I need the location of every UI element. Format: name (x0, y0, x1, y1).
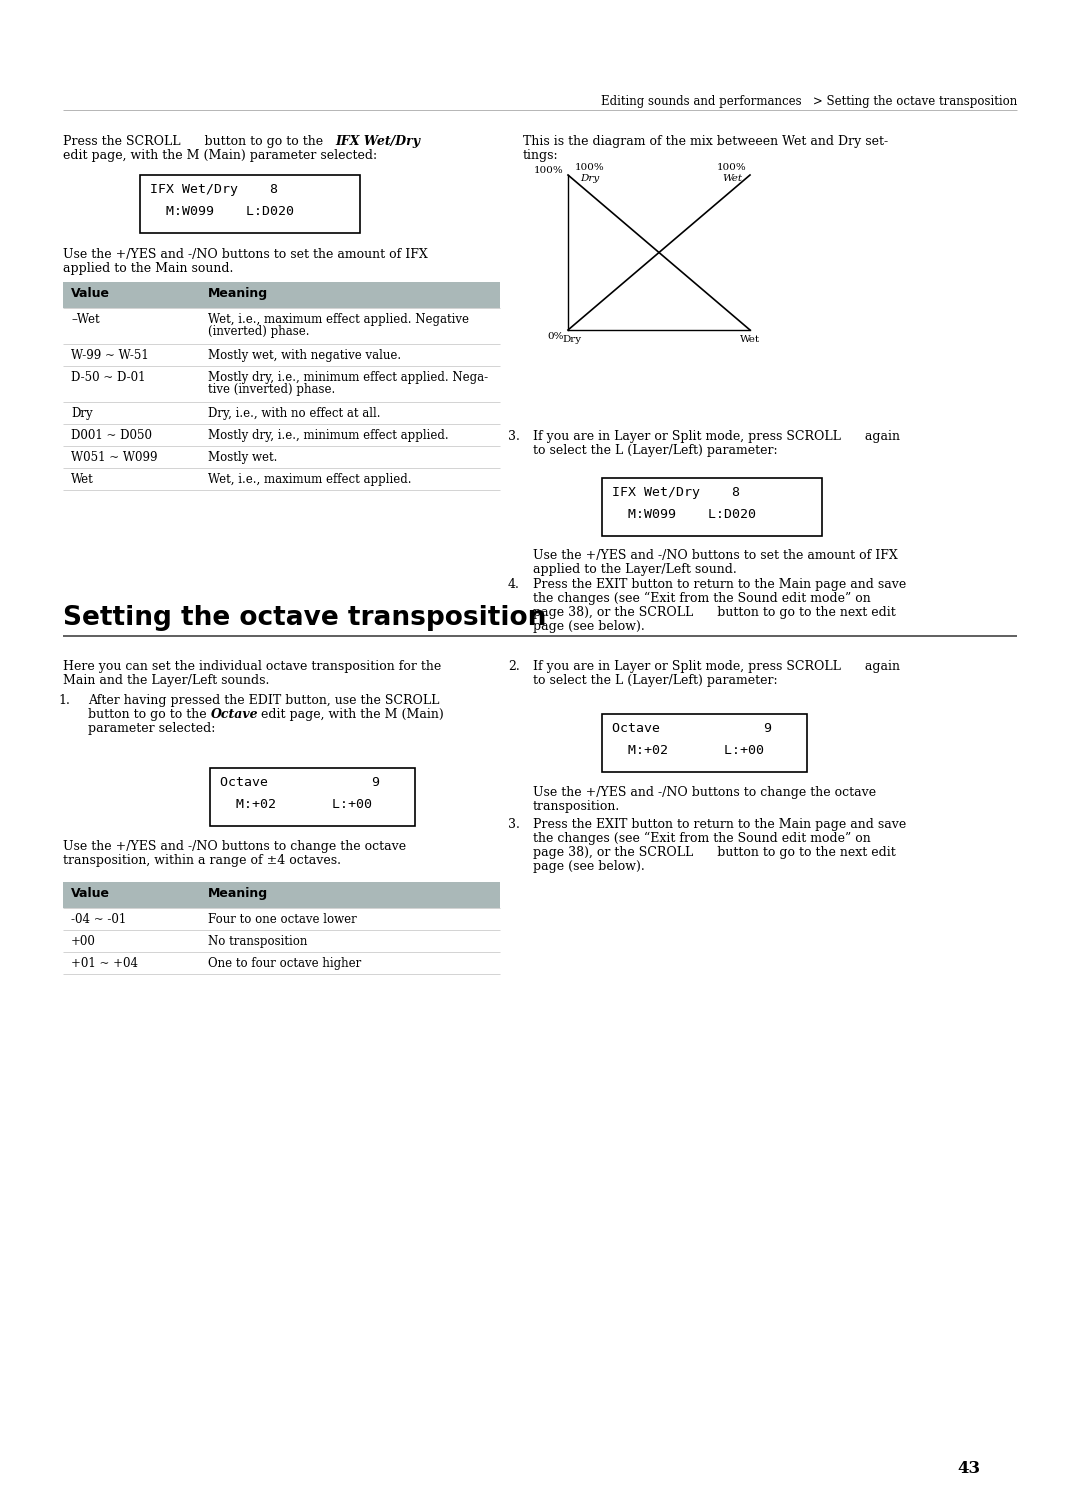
Text: M:+02       L:+00: M:+02 L:+00 (220, 798, 372, 812)
Text: to select the L (Layer/Left) parameter:: to select the L (Layer/Left) parameter: (534, 444, 778, 456)
Text: M:+02       L:+00: M:+02 L:+00 (612, 744, 764, 758)
Text: 2.: 2. (508, 660, 519, 673)
Text: Press the EXIT button to return to the Main page and save: Press the EXIT button to return to the M… (534, 578, 906, 590)
Text: Use the +/YES and -/NO buttons to set the amount of IFX: Use the +/YES and -/NO buttons to set th… (63, 248, 428, 261)
Text: W-99 ~ W-51: W-99 ~ W-51 (71, 349, 149, 361)
Text: Meaning: Meaning (208, 288, 268, 300)
Text: the changes (see “Exit from the Sound edit mode” on: the changes (see “Exit from the Sound ed… (534, 592, 870, 605)
Text: page (see below).: page (see below). (534, 620, 645, 633)
Text: Mostly wet, with negative value.: Mostly wet, with negative value. (208, 349, 401, 361)
Text: Main and the Layer/Left sounds.: Main and the Layer/Left sounds. (63, 675, 269, 687)
Text: Octave             9: Octave 9 (612, 721, 772, 735)
Text: 3.: 3. (508, 818, 519, 831)
Text: edit page, with the M (Main): edit page, with the M (Main) (257, 708, 444, 721)
Text: Dry: Dry (563, 334, 581, 343)
Text: IFX Wet/Dry: IFX Wet/Dry (335, 136, 420, 148)
Text: IFX Wet/Dry    8: IFX Wet/Dry 8 (150, 184, 278, 196)
Text: If you are in Layer or Split mode, press SCROLL      again: If you are in Layer or Split mode, press… (534, 660, 900, 673)
Text: M:W099    L:D020: M:W099 L:D020 (150, 205, 294, 218)
Bar (63, 883, 500, 908)
Text: Dry: Dry (71, 407, 93, 420)
Text: D-50 ~ D-01: D-50 ~ D-01 (71, 370, 146, 384)
Text: Mostly dry, i.e., minimum effect applied.: Mostly dry, i.e., minimum effect applied… (208, 429, 448, 441)
Text: Wet: Wet (71, 473, 94, 486)
Text: tive (inverted) phase.: tive (inverted) phase. (208, 383, 335, 396)
Text: 3.: 3. (508, 431, 519, 443)
Text: IFX Wet/Dry    8: IFX Wet/Dry 8 (612, 486, 740, 498)
Text: Dry, i.e., with no effect at all.: Dry, i.e., with no effect at all. (208, 407, 380, 420)
Text: W051 ~ W099: W051 ~ W099 (71, 450, 158, 464)
Text: Editing sounds and performances   > Setting the octave transposition: Editing sounds and performances > Settin… (600, 95, 1017, 108)
Text: Use the +/YES and -/NO buttons to set the amount of IFX: Use the +/YES and -/NO buttons to set th… (534, 550, 897, 562)
Text: Setting the octave transposition: Setting the octave transposition (63, 605, 546, 631)
Text: Wet: Wet (723, 175, 742, 184)
Text: One to four octave higher: One to four octave higher (208, 956, 361, 970)
Text: Use the +/YES and -/NO buttons to change the octave: Use the +/YES and -/NO buttons to change… (534, 786, 876, 800)
Text: Value: Value (71, 887, 110, 901)
Text: After having pressed the EDIT button, use the SCROLL: After having pressed the EDIT button, us… (87, 694, 440, 706)
Text: Mostly dry, i.e., minimum effect applied. Nega-: Mostly dry, i.e., minimum effect applied… (208, 370, 488, 384)
Bar (602, 477, 822, 536)
Text: Meaning: Meaning (208, 887, 268, 901)
Text: Octave: Octave (211, 708, 258, 721)
Text: Press the EXIT button to return to the Main page and save: Press the EXIT button to return to the M… (534, 818, 906, 831)
Text: Wet, i.e., maximum effect applied. Negative: Wet, i.e., maximum effect applied. Negat… (208, 313, 469, 325)
Text: page 38), or the SCROLL      button to go to the next edit: page 38), or the SCROLL button to go to … (534, 846, 895, 858)
Text: 0%: 0% (548, 331, 564, 340)
Bar (63, 282, 500, 309)
Text: Value: Value (71, 288, 110, 300)
Text: No transposition: No transposition (208, 935, 308, 947)
Text: page 38), or the SCROLL      button to go to the next edit: page 38), or the SCROLL button to go to … (534, 605, 895, 619)
Text: Octave             9: Octave 9 (220, 776, 380, 789)
Text: Wet: Wet (740, 334, 760, 343)
Text: to select the L (Layer/Left) parameter:: to select the L (Layer/Left) parameter: (534, 675, 778, 687)
Text: D001 ~ D050: D001 ~ D050 (71, 429, 152, 441)
Text: edit page, with the M (Main) parameter selected:: edit page, with the M (Main) parameter s… (63, 149, 377, 163)
Text: +00: +00 (71, 935, 96, 947)
Text: (inverted) phase.: (inverted) phase. (208, 325, 310, 337)
Text: applied to the Main sound.: applied to the Main sound. (63, 262, 233, 276)
Text: 4.: 4. (508, 578, 519, 590)
Text: Use the +/YES and -/NO buttons to change the octave: Use the +/YES and -/NO buttons to change… (63, 840, 406, 852)
Text: transposition.: transposition. (534, 800, 620, 813)
Text: 100%: 100% (576, 163, 605, 172)
Text: tings:: tings: (523, 149, 558, 163)
Text: the changes (see “Exit from the Sound edit mode” on: the changes (see “Exit from the Sound ed… (534, 831, 870, 845)
Text: +01 ~ +04: +01 ~ +04 (71, 956, 138, 970)
Bar (210, 768, 415, 825)
Text: Four to one octave lower: Four to one octave lower (208, 913, 356, 926)
Text: 1.: 1. (58, 694, 70, 706)
Text: Press the SCROLL      button to go to the: Press the SCROLL button to go to the (63, 136, 327, 148)
Bar (602, 714, 807, 773)
Text: M:W099    L:D020: M:W099 L:D020 (612, 508, 756, 521)
Text: button to go to the: button to go to the (87, 708, 211, 721)
Text: Dry: Dry (580, 175, 599, 184)
Text: Here you can set the individual octave transposition for the: Here you can set the individual octave t… (63, 660, 442, 673)
Text: –Wet: –Wet (71, 313, 99, 325)
Text: 43: 43 (957, 1459, 980, 1477)
Text: -04 ~ -01: -04 ~ -01 (71, 913, 126, 926)
Bar (140, 175, 360, 233)
Text: applied to the Layer/Left sound.: applied to the Layer/Left sound. (534, 563, 737, 575)
Text: 100%: 100% (717, 163, 747, 172)
Text: transposition, within a range of ±4 octaves.: transposition, within a range of ±4 octa… (63, 854, 341, 867)
Text: If you are in Layer or Split mode, press SCROLL      again: If you are in Layer or Split mode, press… (534, 431, 900, 443)
Text: page (see below).: page (see below). (534, 860, 645, 873)
Text: Mostly wet.: Mostly wet. (208, 450, 278, 464)
Text: This is the diagram of the mix betweeen Wet and Dry set-: This is the diagram of the mix betweeen … (523, 136, 888, 148)
Text: 100%: 100% (535, 166, 564, 175)
Text: Wet, i.e., maximum effect applied.: Wet, i.e., maximum effect applied. (208, 473, 411, 486)
Text: parameter selected:: parameter selected: (87, 721, 215, 735)
